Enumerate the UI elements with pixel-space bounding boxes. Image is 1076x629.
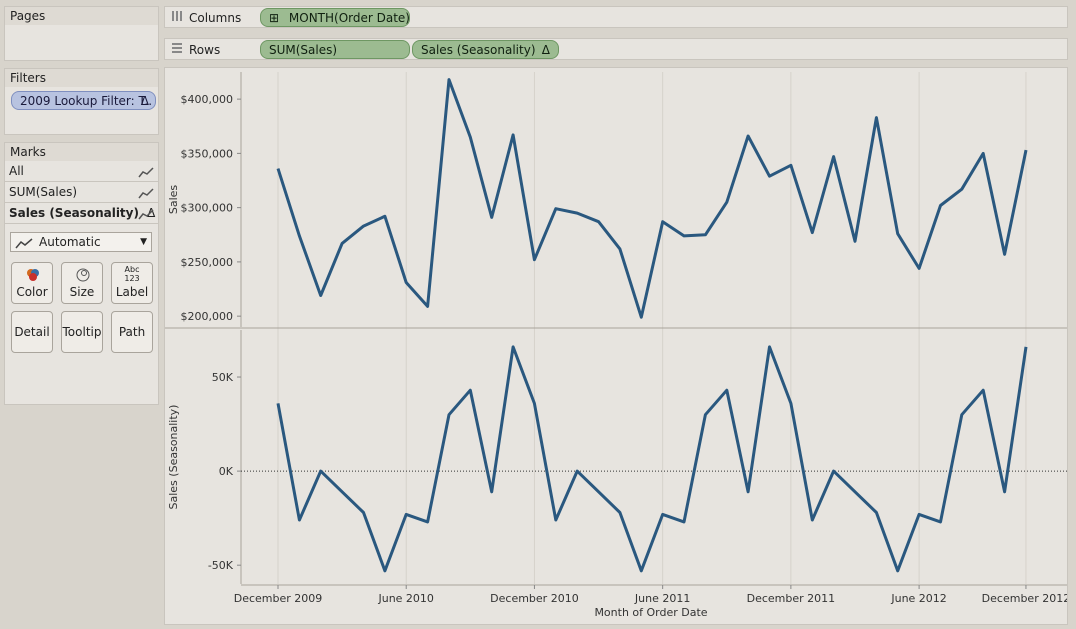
marks-row-label: SUM(Sales) — [9, 185, 78, 199]
pages-panel[interactable]: Pages — [4, 6, 159, 61]
delta-icon: Δ — [147, 206, 156, 220]
y-tick-label: $400,000 — [181, 93, 234, 106]
mark-type-dropdown[interactable]: Automatic ▼ — [10, 232, 152, 252]
expand-icon: ⊞ — [269, 11, 280, 25]
size-label: Size — [69, 285, 95, 299]
filter-pill[interactable]: 2009 Lookup Filter: T.. Δ — [11, 91, 156, 110]
rows-icon — [171, 42, 183, 57]
path-button[interactable]: Path — [111, 311, 153, 353]
pill-label: SUM(Sales) — [269, 43, 338, 57]
line-charts[interactable]: $200,000 $250,000 $300,000 $350,000 $400,000… — [165, 68, 1067, 624]
x-tick-label: June 2010 — [377, 592, 433, 605]
series-line — [276, 78, 1028, 319]
y-axis-title: Sales (Seasonality) — [167, 405, 180, 510]
y-tick-label: 0K — [219, 465, 234, 478]
chart-area[interactable]: $200,000 $250,000 $300,000 $350,000 $400,000… — [164, 67, 1068, 625]
columns-label: Columns — [189, 10, 242, 25]
mark-type-value: Automatic — [39, 235, 101, 249]
filter-pill-label: 2009 Lookup Filter: T.. — [20, 94, 153, 108]
y-tick-label: $200,000 — [181, 310, 234, 323]
label-label: Label — [115, 285, 149, 299]
size-icon — [75, 267, 91, 286]
tooltip-label: Tooltip — [62, 325, 102, 339]
sales-seasonality-pill[interactable]: Sales (Seasonality) Δ — [412, 40, 559, 59]
x-tick-label: June 2012 — [890, 592, 946, 605]
size-button[interactable]: Size — [61, 262, 103, 304]
tooltip-button[interactable]: Tooltip — [61, 311, 103, 353]
rows-label: Rows — [189, 42, 221, 57]
line-mark-icon — [138, 185, 154, 205]
pill-label: Sales (Seasonality) — [421, 43, 536, 57]
y-tick-label: -50K — [208, 559, 234, 572]
y-tick-label: $300,000 — [181, 202, 234, 215]
x-axis-title: Month of Order Date — [594, 606, 707, 619]
color-label: Color — [16, 285, 48, 299]
delta-icon: Δ — [541, 43, 550, 57]
series-line — [276, 345, 1028, 573]
line-mark-icon — [15, 236, 33, 254]
delta-icon: Δ — [140, 94, 149, 108]
label-icon: Abc 123 — [112, 265, 152, 283]
pill-label: MONTH(Order Date) — [288, 11, 410, 25]
month-order-date-pill[interactable]: ⊞ MONTH(Order Date) — [260, 8, 410, 27]
marks-row-sum-sales[interactable]: SUM(Sales) — [5, 182, 158, 203]
line-mark-icon — [138, 206, 154, 226]
detail-button[interactable]: Detail — [11, 311, 53, 353]
rows-shelf[interactable]: Rows SUM(Sales) Sales (Seasonality) Δ — [164, 38, 1068, 60]
x-tick-label: December 2011 — [747, 592, 836, 605]
columns-shelf-label: Columns — [171, 10, 241, 25]
y-tick-label: $250,000 — [181, 256, 234, 269]
label-icon-bottom: 123 — [124, 274, 140, 283]
x-tick-label: December 2009 — [234, 592, 323, 605]
color-button[interactable]: Color — [11, 262, 53, 304]
line-mark-icon — [138, 164, 154, 184]
color-icon — [25, 267, 41, 286]
filters-title: Filters — [5, 69, 158, 87]
y-tick-label: 50K — [212, 371, 234, 384]
y-tick-label: $350,000 — [181, 147, 234, 160]
marks-row-all[interactable]: All — [5, 161, 158, 182]
x-tick-label: December 2010 — [490, 592, 579, 605]
label-icon-top: Abc — [124, 265, 140, 274]
filters-panel: Filters 2009 Lookup Filter: T.. Δ — [4, 68, 159, 135]
y-axis-title: Sales — [167, 185, 180, 215]
marks-row-sales-seasonality[interactable]: Sales (Seasonality) Δ — [5, 203, 158, 224]
chevron-down-icon: ▼ — [140, 237, 147, 247]
detail-label: Detail — [14, 325, 50, 339]
label-button[interactable]: Abc 123 Label — [111, 262, 153, 304]
pages-title: Pages — [5, 7, 158, 25]
path-label: Path — [118, 325, 146, 339]
marks-row-label: All — [9, 164, 24, 178]
marks-row-label: Sales (Seasonality) — [9, 206, 139, 220]
sum-sales-pill[interactable]: SUM(Sales) — [260, 40, 410, 59]
marks-title: Marks — [5, 143, 158, 161]
columns-icon — [171, 10, 183, 25]
rows-shelf-label: Rows — [171, 42, 220, 57]
x-tick-label: December 2012 — [982, 592, 1067, 605]
columns-shelf[interactable]: Columns ⊞ MONTH(Order Date) — [164, 6, 1068, 28]
x-tick-label: June 2011 — [634, 592, 690, 605]
